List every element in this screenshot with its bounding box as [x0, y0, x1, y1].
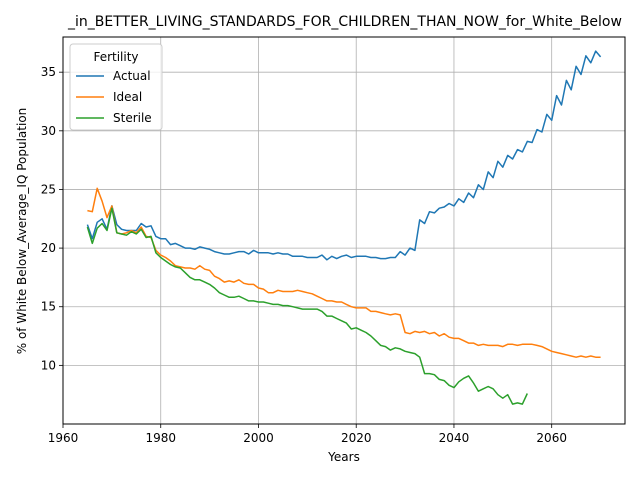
- x-tick-label: 1980: [145, 431, 176, 445]
- y-tick-label: 25: [41, 182, 56, 196]
- y-tick-label: 35: [41, 65, 56, 79]
- plot-frame: [62, 36, 626, 425]
- legend-label-ideal: Ideal: [113, 90, 142, 104]
- x-tick-label: 2000: [243, 431, 274, 445]
- y-tick-label: 20: [41, 241, 56, 255]
- y-axis-label: % of White Below_Average_IQ Population: [15, 108, 29, 355]
- x-tick-label: 2020: [341, 431, 372, 445]
- legend-box: [69, 43, 163, 131]
- x-axis-label: Years: [327, 450, 360, 464]
- y-axis-ticks: 10 15 20 25 30 35: [41, 65, 63, 372]
- series-lines: [86, 50, 602, 405]
- series-line-actual: [86, 50, 602, 261]
- x-tick-label: 2040: [439, 431, 470, 445]
- grid-lines: [62, 37, 625, 424]
- series-line-sterile: [86, 207, 528, 405]
- y-tick-label: 15: [41, 300, 56, 314]
- x-tick-label: 1960: [48, 431, 79, 445]
- legend-label-sterile: Sterile: [113, 111, 152, 125]
- y-tick-label: 30: [41, 124, 56, 138]
- y-tick-label: 10: [41, 358, 56, 372]
- legend-title: Fertility: [93, 50, 138, 64]
- legend-label-actual: Actual: [113, 69, 151, 83]
- x-axis-ticks: 1960 1980 2000 2020 2040 2060: [48, 424, 567, 445]
- chart-title: _in_BETTER_LIVING_STANDARDS_FOR_CHILDREN…: [67, 14, 622, 30]
- legend: Fertility Actual Ideal Sterile: [69, 43, 163, 131]
- series-line-ideal: [87, 187, 601, 358]
- x-tick-label: 2060: [536, 431, 567, 445]
